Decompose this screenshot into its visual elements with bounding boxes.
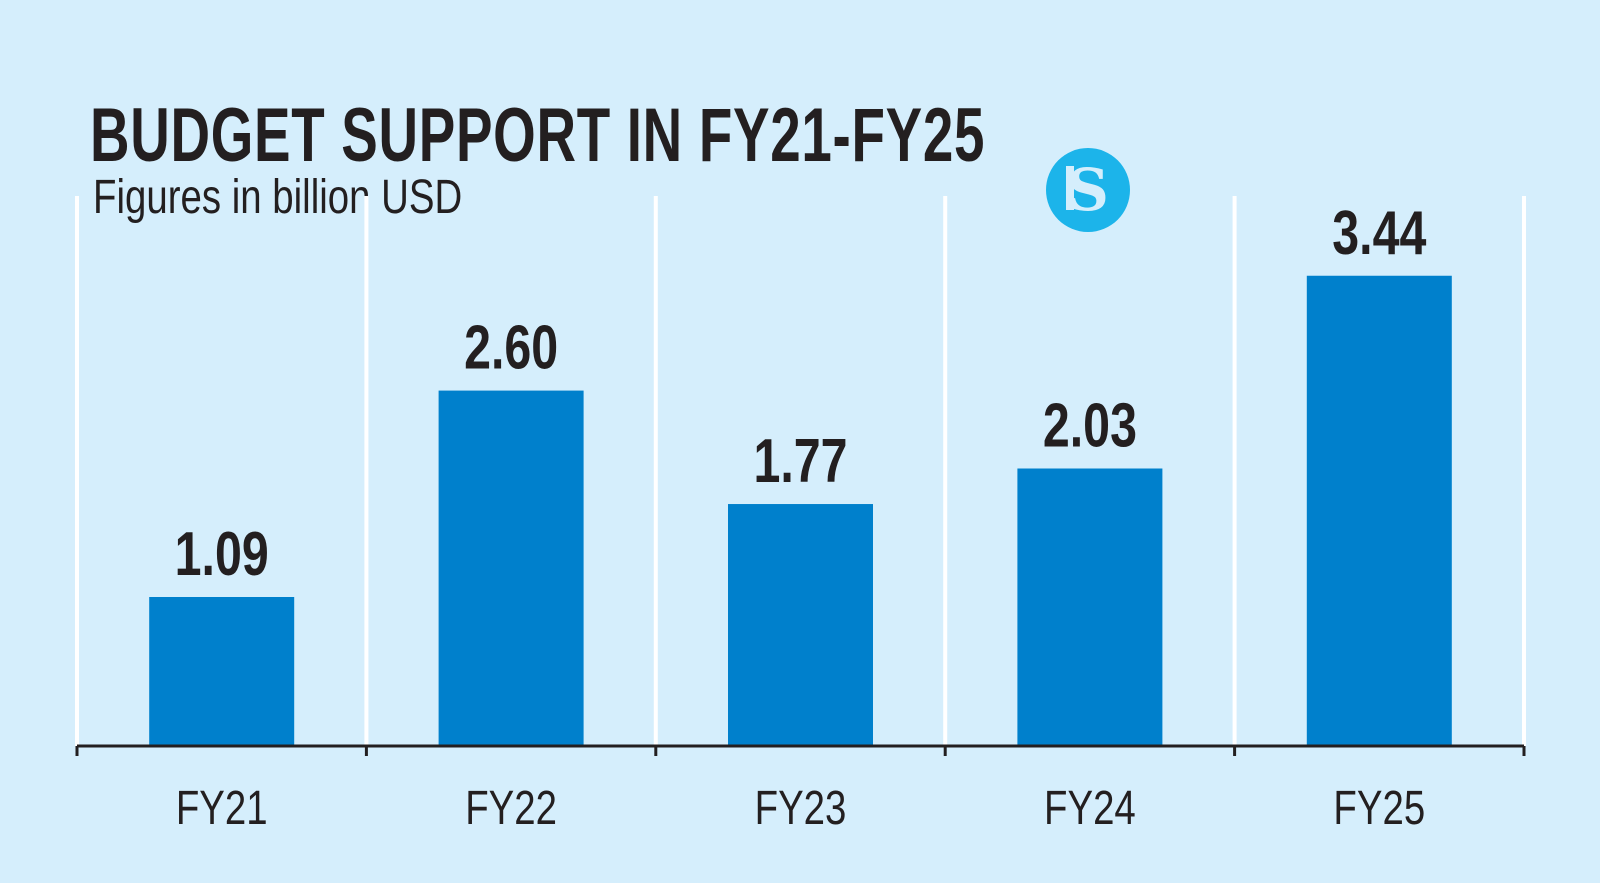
bar-fy25 [1306, 275, 1452, 746]
data-label: 1.09 [175, 519, 269, 588]
chart-subtitle: Figures in billion USD [93, 171, 463, 224]
bar-fy21 [149, 596, 295, 746]
x-tick-label: FY22 [465, 782, 557, 835]
x-tick-label: FY21 [176, 782, 268, 835]
data-label: 2.60 [464, 313, 558, 382]
x-tick-label: FY24 [1044, 782, 1136, 835]
bar-fy24 [1017, 468, 1163, 746]
data-label: 1.77 [753, 426, 847, 495]
chart-title: BUDGET SUPPORT IN FY21-FY25 [90, 93, 986, 178]
svg-text:S: S [1067, 156, 1109, 224]
x-tick-label: FY25 [1333, 782, 1425, 835]
data-label: 2.03 [1043, 391, 1137, 460]
bar-fy22 [438, 390, 584, 746]
x-tick-label: FY23 [755, 782, 847, 835]
bar-fy23 [728, 504, 873, 746]
logo-icon: S [1046, 148, 1130, 232]
data-label: 3.44 [1332, 198, 1426, 267]
